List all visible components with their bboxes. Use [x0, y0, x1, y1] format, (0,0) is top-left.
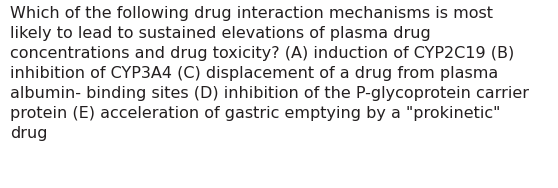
Text: Which of the following drug interaction mechanisms is most
likely to lead to sus: Which of the following drug interaction …: [10, 6, 529, 141]
